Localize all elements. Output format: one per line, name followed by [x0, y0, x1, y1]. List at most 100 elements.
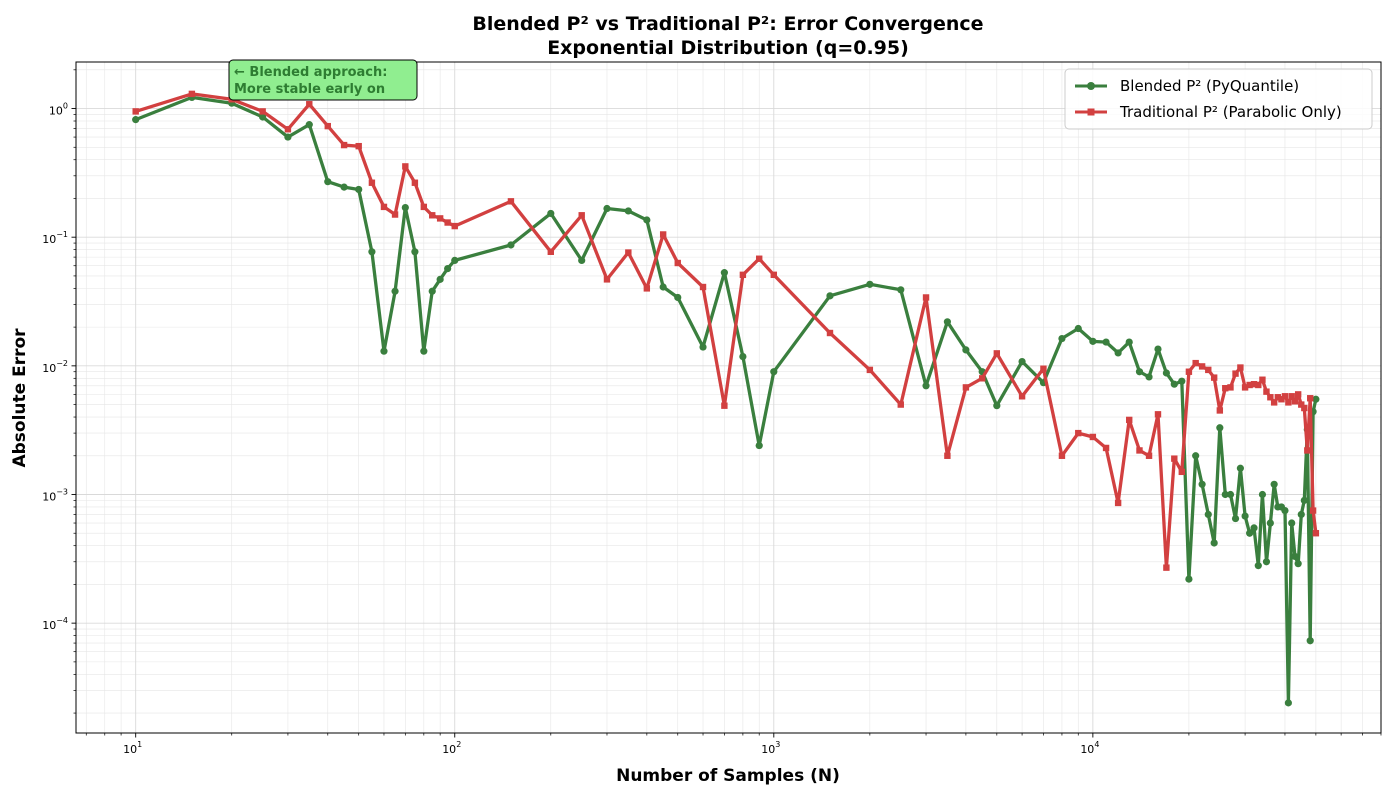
data-point — [1231, 514, 1240, 523]
annotation-line-1: ← Blended approach: — [234, 65, 387, 80]
y-axis-ticks: 10−4 10−3 10−2 10−1 100 — [42, 69, 76, 714]
data-point — [1221, 490, 1229, 499]
data-point — [659, 231, 667, 238]
data-point — [739, 352, 747, 361]
data-point — [699, 343, 707, 351]
data-point — [1250, 524, 1258, 532]
data-point — [1262, 558, 1271, 566]
data-point — [1192, 452, 1200, 460]
data-point — [436, 275, 444, 283]
data-point — [1288, 393, 1295, 400]
data-point — [340, 183, 348, 191]
data-point — [1284, 699, 1292, 707]
data-point — [643, 216, 651, 224]
x-tick-label: 101 — [123, 740, 142, 756]
y-tick-label: 100 — [49, 102, 68, 118]
data-point — [944, 452, 951, 459]
data-point — [1170, 380, 1178, 388]
data-point — [1300, 496, 1308, 504]
data-point — [603, 276, 611, 283]
data-point — [259, 113, 267, 121]
data-point — [1258, 490, 1267, 499]
data-point — [755, 441, 763, 450]
data-point — [1074, 324, 1082, 333]
data-point — [674, 293, 682, 302]
data-point — [1236, 464, 1244, 472]
chart-title: Blended P² vs Traditional P²: Error Conv… — [472, 13, 983, 59]
data-point — [624, 207, 632, 215]
data-point — [1298, 401, 1305, 408]
data-point — [355, 185, 363, 194]
x-tick-label: 104 — [1080, 740, 1099, 756]
data-point — [603, 204, 611, 213]
legend-label-traditional: Traditional P² (Parabolic Only) — [1119, 103, 1342, 121]
data-point — [1162, 369, 1170, 377]
data-point — [1125, 338, 1133, 346]
data-point — [1291, 398, 1299, 405]
data-point — [1058, 334, 1066, 343]
data-point — [1145, 373, 1153, 381]
data-point — [1304, 447, 1311, 454]
data-point — [1312, 530, 1320, 537]
data-point — [401, 203, 409, 212]
series-layer — [132, 90, 1320, 707]
data-point — [1222, 385, 1229, 392]
data-point — [1274, 394, 1282, 401]
data-point — [507, 198, 515, 205]
data-point — [770, 368, 778, 376]
y-tick-label: 10−3 — [42, 487, 68, 503]
data-point — [1135, 368, 1144, 376]
data-point — [1241, 384, 1249, 391]
data-point — [451, 222, 458, 230]
data-point — [1178, 468, 1186, 476]
data-point — [1281, 506, 1289, 515]
x-axis-ticks: 101 102 103 104 — [85, 733, 1382, 756]
data-point — [1185, 575, 1193, 583]
data-point — [1171, 455, 1178, 462]
x-axis-label: Number of Samples (N) — [616, 766, 840, 786]
data-point — [411, 179, 419, 186]
data-point — [1297, 510, 1305, 519]
data-point — [962, 346, 970, 354]
data-point — [1294, 560, 1302, 568]
data-point — [284, 133, 292, 141]
data-point — [306, 101, 313, 108]
data-point — [659, 283, 667, 291]
data-point — [1254, 562, 1262, 570]
data-point — [1075, 429, 1082, 437]
data-point — [420, 347, 428, 355]
data-point — [1281, 393, 1289, 400]
data-point — [1205, 366, 1212, 374]
data-point — [1126, 416, 1133, 424]
data-point — [547, 248, 554, 255]
data-point — [391, 287, 399, 295]
data-point — [1309, 507, 1317, 514]
data-point — [324, 122, 331, 130]
data-point — [402, 163, 409, 170]
data-point — [1312, 395, 1320, 403]
data-point — [284, 126, 292, 133]
data-point — [922, 382, 930, 390]
data-point — [1185, 368, 1193, 375]
data-point — [578, 212, 585, 219]
data-point — [259, 108, 266, 115]
legend-label-blended: Blended P² (PyQuantile) — [1120, 77, 1299, 95]
data-point — [993, 402, 1001, 410]
x-tick-label: 102 — [442, 740, 461, 756]
data-point — [1114, 349, 1122, 357]
data-point — [444, 264, 452, 273]
data-point — [1270, 480, 1278, 488]
data-point — [1163, 564, 1170, 571]
data-point — [1058, 452, 1066, 459]
data-point — [1250, 380, 1258, 388]
data-point — [1241, 512, 1249, 520]
data-point — [1288, 519, 1296, 527]
data-point — [993, 350, 1001, 357]
data-point — [1278, 396, 1285, 403]
data-point — [1210, 374, 1218, 381]
chart-title-line-1: Blended P² vs Traditional P²: Error Conv… — [472, 13, 983, 35]
data-point — [1237, 364, 1244, 371]
data-point — [720, 269, 728, 277]
data-point — [436, 215, 444, 222]
data-point — [979, 375, 986, 382]
